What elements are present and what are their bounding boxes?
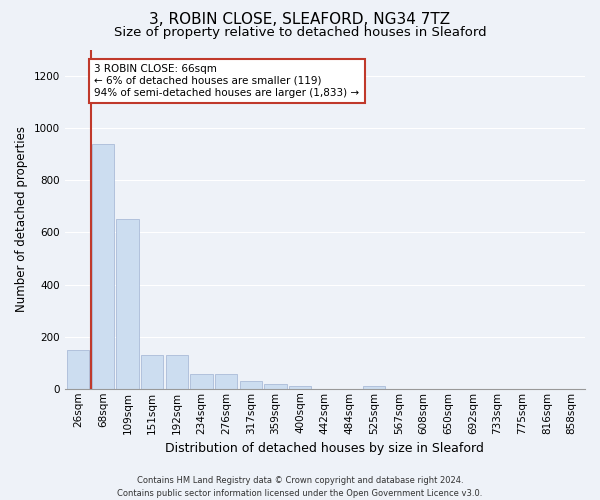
Text: Contains HM Land Registry data © Crown copyright and database right 2024.
Contai: Contains HM Land Registry data © Crown c… (118, 476, 482, 498)
Bar (116, 220, 139, 389)
X-axis label: Distribution of detached houses by size in Sleaford: Distribution of detached houses by size … (166, 442, 484, 455)
Bar (363, 386, 385, 389)
Bar (67, 350, 89, 389)
Bar (190, 374, 212, 389)
Bar (141, 355, 163, 389)
Bar (215, 374, 237, 389)
Bar (166, 355, 188, 389)
Bar (265, 384, 287, 389)
Bar (240, 382, 262, 389)
Bar (289, 386, 311, 389)
Text: Size of property relative to detached houses in Sleaford: Size of property relative to detached ho… (113, 26, 487, 39)
Y-axis label: Number of detached properties: Number of detached properties (15, 126, 28, 312)
Text: 3, ROBIN CLOSE, SLEAFORD, NG34 7TZ: 3, ROBIN CLOSE, SLEAFORD, NG34 7TZ (149, 12, 451, 28)
Bar (92, 144, 114, 389)
Text: 3 ROBIN CLOSE: 66sqm
← 6% of detached houses are smaller (119)
94% of semi-detac: 3 ROBIN CLOSE: 66sqm ← 6% of detached ho… (94, 64, 359, 98)
